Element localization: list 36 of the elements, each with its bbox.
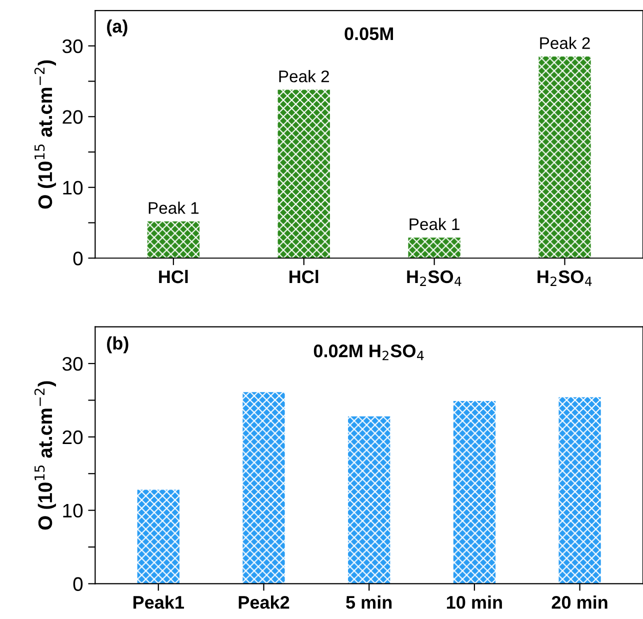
data-label: Peak 2	[279, 70, 329, 82]
y-tick-label: 0	[73, 252, 83, 266]
bar	[147, 221, 200, 258]
y-tick-label: 20	[62, 430, 83, 444]
x-tick-label: HCl	[290, 270, 318, 284]
bar	[242, 392, 285, 584]
y-tick-label: 10	[63, 180, 83, 195]
bar	[278, 90, 330, 258]
text: 0.02M H$_{2}$SO$_{4}$	[314, 344, 424, 360]
x-tick-label: Peak2	[238, 596, 290, 609]
x-tick-label: Peak1	[133, 596, 184, 609]
bar	[408, 238, 460, 258]
bar	[348, 416, 390, 584]
y-tick-label: 0	[73, 577, 83, 591]
bar	[137, 490, 180, 584]
x-tick-label: HCl	[159, 270, 188, 284]
y-tick-label: 30	[62, 357, 83, 371]
y-axis-title: O (10$^{15}$ at.cm$^{−2}$)	[34, 381, 56, 530]
y-axis-title: O (10$^{15}$ at.cm$^{−2}$)	[34, 60, 56, 209]
y-tick-label: 30	[62, 39, 83, 54]
x-tick-label: 20 min	[552, 596, 608, 609]
x-tick-label: H$_{2}$SO$_{4}$	[538, 270, 592, 286]
x-tick-label: 5 min	[346, 596, 392, 609]
bar	[453, 400, 496, 584]
text: 0.05M	[344, 27, 393, 40]
x-tick-label: H$_{2}$SO$_{4}$	[407, 270, 462, 286]
y-tick-label: 10	[63, 504, 83, 518]
data-label: Peak 2	[540, 36, 590, 50]
data-label: Peak 1	[410, 218, 460, 230]
y-tick-label: 20	[62, 110, 83, 124]
x-tick-label: 10 min	[446, 596, 502, 609]
annotation: (a)	[107, 19, 128, 36]
bar	[558, 397, 601, 584]
data-label: Peak 1	[148, 202, 199, 214]
bar	[538, 56, 591, 258]
annotation: (b)	[107, 336, 128, 354]
